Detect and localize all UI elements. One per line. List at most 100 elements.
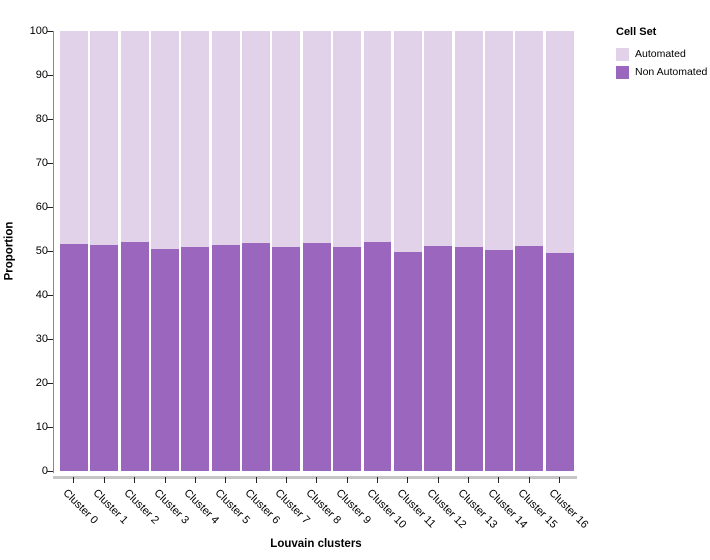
bar-segment-non-automated [272, 247, 301, 471]
bar-segment-automated [120, 31, 149, 243]
y-tick-label-70: 70 [35, 156, 48, 169]
bar-segment-non-automated [393, 252, 422, 471]
bar-cluster-5 [211, 31, 240, 471]
y-tick-label-40: 40 [35, 288, 48, 301]
bar-segment-automated [181, 31, 210, 247]
bar-segment-non-automated [181, 246, 210, 471]
x-tick-mark-5 [225, 477, 227, 483]
bar-segment-automated [424, 31, 453, 246]
legend-items: Automated Non Automated [616, 45, 707, 81]
x-tick-mark-1 [103, 477, 105, 483]
x-tick-mark-2 [134, 477, 136, 483]
y-tick-mark-0 [47, 470, 53, 472]
y-tick-mark-30 [47, 338, 53, 340]
y-tick-label-10: 10 [35, 420, 48, 433]
bar-segment-automated [363, 31, 392, 243]
bar-segment-non-automated [545, 252, 574, 471]
bar-segment-non-automated [363, 242, 392, 471]
x-tick-mark-0 [73, 477, 75, 483]
legend-swatch-icon [616, 65, 629, 79]
y-tick-label-50: 50 [35, 244, 48, 257]
bar-segment-non-automated [424, 245, 453, 471]
legend-title: Cell Set [616, 26, 657, 38]
bar-segment-non-automated [242, 242, 271, 471]
x-tick-mark-16 [559, 477, 561, 483]
x-tick-mark-7 [285, 477, 287, 483]
y-tick-mark-10 [47, 426, 53, 428]
x-tick-mark-4 [194, 477, 196, 483]
bar-cluster-13 [454, 31, 483, 471]
x-tick-mark-10 [377, 477, 378, 483]
bar-cluster-12 [424, 31, 453, 471]
y-tick-mark-80 [47, 118, 53, 120]
bar-cluster-8 [302, 31, 331, 471]
bar-segment-non-automated [484, 250, 513, 471]
bar-cluster-1 [90, 31, 119, 471]
y-tick-mark-20 [47, 382, 53, 384]
y-tick-label-100: 100 [29, 24, 48, 37]
bar-segment-non-automated [333, 247, 362, 471]
bar-cluster-11 [393, 31, 422, 471]
y-tick-label-20: 20 [35, 376, 48, 389]
bar-cluster-4 [181, 31, 210, 471]
bar-segment-automated [545, 31, 574, 253]
bar-segment-automated [151, 31, 179, 250]
bar-segment-automated [333, 31, 362, 248]
bar-cluster-15 [515, 31, 544, 471]
bar-cluster-2 [120, 31, 149, 471]
bar-segment-non-automated [211, 244, 240, 471]
x-tick-mark-3 [164, 477, 166, 483]
bar-segment-automated [60, 31, 88, 245]
bar-segment-non-automated [60, 244, 88, 471]
x-axis-title: Louvain clusters [270, 538, 362, 550]
bar-segment-automated [211, 31, 240, 245]
bar-segment-non-automated [515, 245, 544, 471]
y-axis-line [52, 31, 54, 473]
bar-cluster-0 [60, 31, 88, 471]
x-tick-mark-6 [255, 477, 257, 483]
bar-cluster-9 [333, 31, 362, 471]
y-tick-mark-100 [47, 30, 53, 32]
bar-cluster-7 [272, 31, 301, 471]
legend-swatch-icon [616, 47, 629, 61]
bar-cluster-3 [151, 31, 179, 471]
x-tick-mark-12 [437, 477, 439, 483]
bar-cluster-14 [484, 31, 513, 471]
x-tick-mark-14 [498, 477, 500, 483]
bar-segment-non-automated [302, 243, 331, 471]
y-tick-label-90: 90 [35, 68, 48, 81]
y-tick-mark-70 [47, 162, 53, 164]
bar-segment-automated [272, 31, 301, 248]
x-tick-mark-11 [407, 477, 409, 483]
y-tick-mark-40 [47, 294, 53, 296]
x-tick-mark-8 [316, 477, 318, 483]
bar-segment-non-automated [454, 246, 483, 471]
y-tick-mark-50 [47, 250, 53, 252]
x-tick-mark-15 [528, 477, 530, 483]
y-tick-mark-90 [47, 74, 53, 76]
legend: Cell Set Automated Non Automated [616, 26, 707, 81]
x-tick-mark-9 [346, 477, 348, 483]
y-tick-label-60: 60 [35, 200, 48, 213]
bar-segment-automated [242, 31, 271, 243]
bar-segment-automated [454, 31, 483, 247]
legend-item-non-automated: Non Automated [616, 63, 707, 81]
legend-item-label: Automated [635, 48, 686, 60]
x-axis-line [53, 476, 577, 479]
bar-segment-non-automated [120, 242, 149, 471]
bar-cluster-6 [242, 31, 271, 471]
x-tick-mark-13 [468, 477, 470, 483]
bar-segment-non-automated [90, 244, 119, 471]
y-tick-mark-60 [47, 206, 53, 208]
y-tick-label-80: 80 [35, 112, 48, 125]
y-tick-label-0: 0 [41, 464, 48, 477]
bar-cluster-10 [363, 31, 392, 471]
bar-segment-automated [90, 31, 119, 245]
bar-segment-non-automated [151, 249, 179, 471]
legend-item-automated: Automated [616, 45, 707, 63]
bar-segment-automated [302, 31, 331, 244]
